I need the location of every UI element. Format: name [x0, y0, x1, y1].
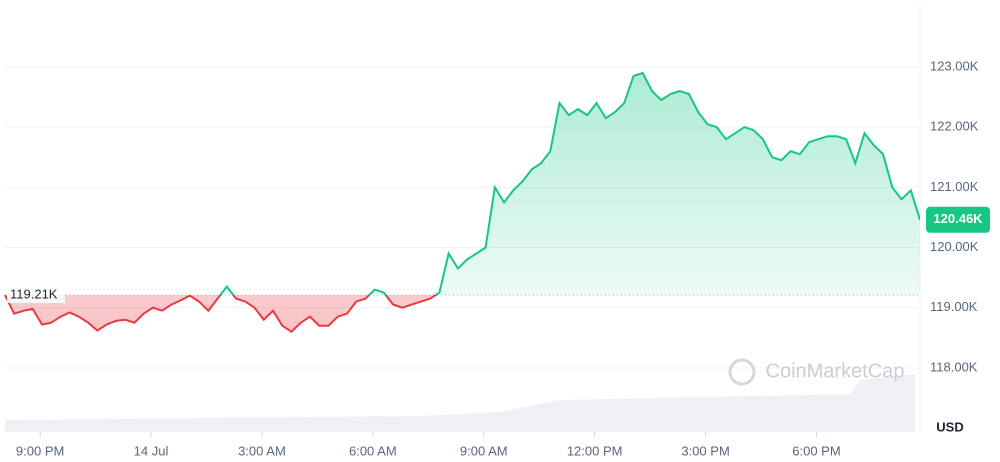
- y-tick-label: 120.00K: [930, 239, 979, 254]
- y-tick-label: 118.00K: [930, 359, 978, 374]
- baseline-label-bg: [7, 285, 65, 304]
- x-tick-label: 12:00 PM: [567, 443, 623, 458]
- y-tick-label: 122.00K: [930, 119, 979, 134]
- watermark: CoinMarketCap: [766, 360, 905, 382]
- y-axis-label: USD: [936, 419, 963, 434]
- watermark-logo: [728, 358, 756, 386]
- y-tick-label: 123.00K: [930, 58, 979, 73]
- price-line-up: [4, 71, 920, 296]
- price-tag-label: 120.46K: [933, 211, 983, 226]
- y-tick-label: 119.00K: [930, 299, 978, 314]
- x-tick-label: 3:00 AM: [238, 443, 286, 458]
- y-tick-label: 121.00K: [930, 179, 979, 194]
- area-up: [5, 73, 920, 296]
- x-tick-label: 14 Jul: [134, 443, 169, 458]
- volume-bars: [5, 374, 915, 432]
- x-tick-label: 3:00 PM: [681, 443, 729, 458]
- baseline-label: 119.21K: [10, 286, 58, 301]
- x-tick-label: 6:00 PM: [792, 443, 840, 458]
- area-down: [5, 295, 436, 332]
- price-tag: [926, 206, 990, 233]
- x-tick-label: 6:00 AM: [349, 443, 397, 458]
- price-line-down: [4, 295, 438, 333]
- x-tick-label: 9:00 AM: [460, 443, 508, 458]
- x-tick-label: 9:00 PM: [16, 443, 64, 458]
